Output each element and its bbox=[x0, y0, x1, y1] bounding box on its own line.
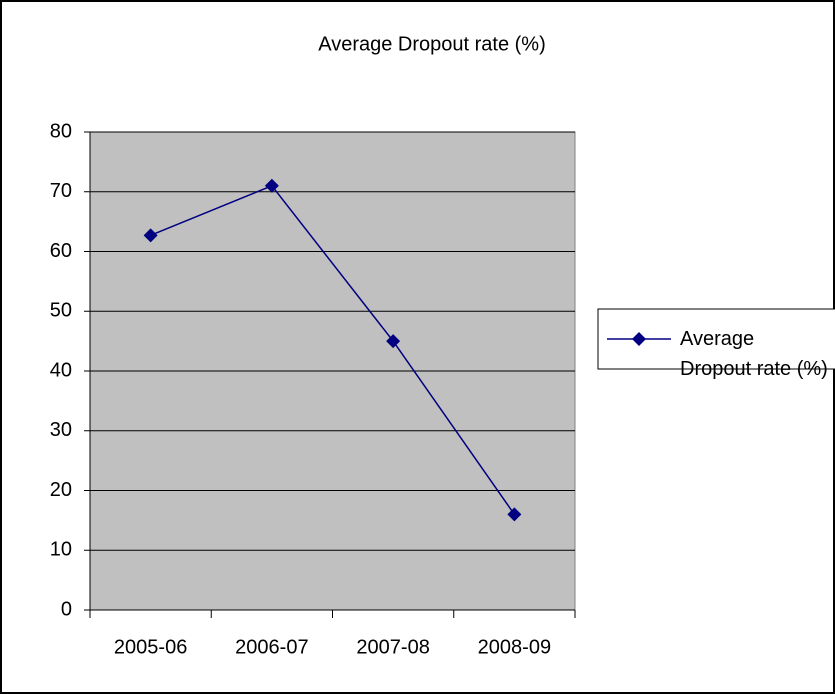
y-tick-label: 0 bbox=[61, 598, 72, 620]
x-tick-label: 2005-06 bbox=[114, 636, 187, 658]
data-point bbox=[143, 228, 158, 243]
y-tick-label: 40 bbox=[50, 359, 72, 381]
y-tick-label: 10 bbox=[50, 539, 72, 561]
y-tick-label: 20 bbox=[50, 479, 72, 501]
y-tick-label: 60 bbox=[50, 240, 72, 262]
y-tick-label: 70 bbox=[50, 180, 72, 202]
legend-marker bbox=[632, 332, 646, 346]
y-tick-label: 50 bbox=[50, 300, 72, 322]
series-line bbox=[150, 184, 515, 515]
y-tick-label: 80 bbox=[50, 120, 72, 142]
x-tick-label: 2007-08 bbox=[356, 636, 429, 658]
x-tick-label: 2008-09 bbox=[478, 636, 551, 658]
y-tick-label: 30 bbox=[50, 419, 72, 441]
data-point bbox=[386, 334, 401, 349]
x-tick-label: 2006-07 bbox=[235, 636, 308, 658]
legend-label: Average Dropout rate (%) bbox=[680, 328, 828, 380]
data-point bbox=[264, 178, 279, 193]
chart-title: Average Dropout rate (%) bbox=[318, 33, 546, 55]
data-point bbox=[507, 507, 522, 522]
